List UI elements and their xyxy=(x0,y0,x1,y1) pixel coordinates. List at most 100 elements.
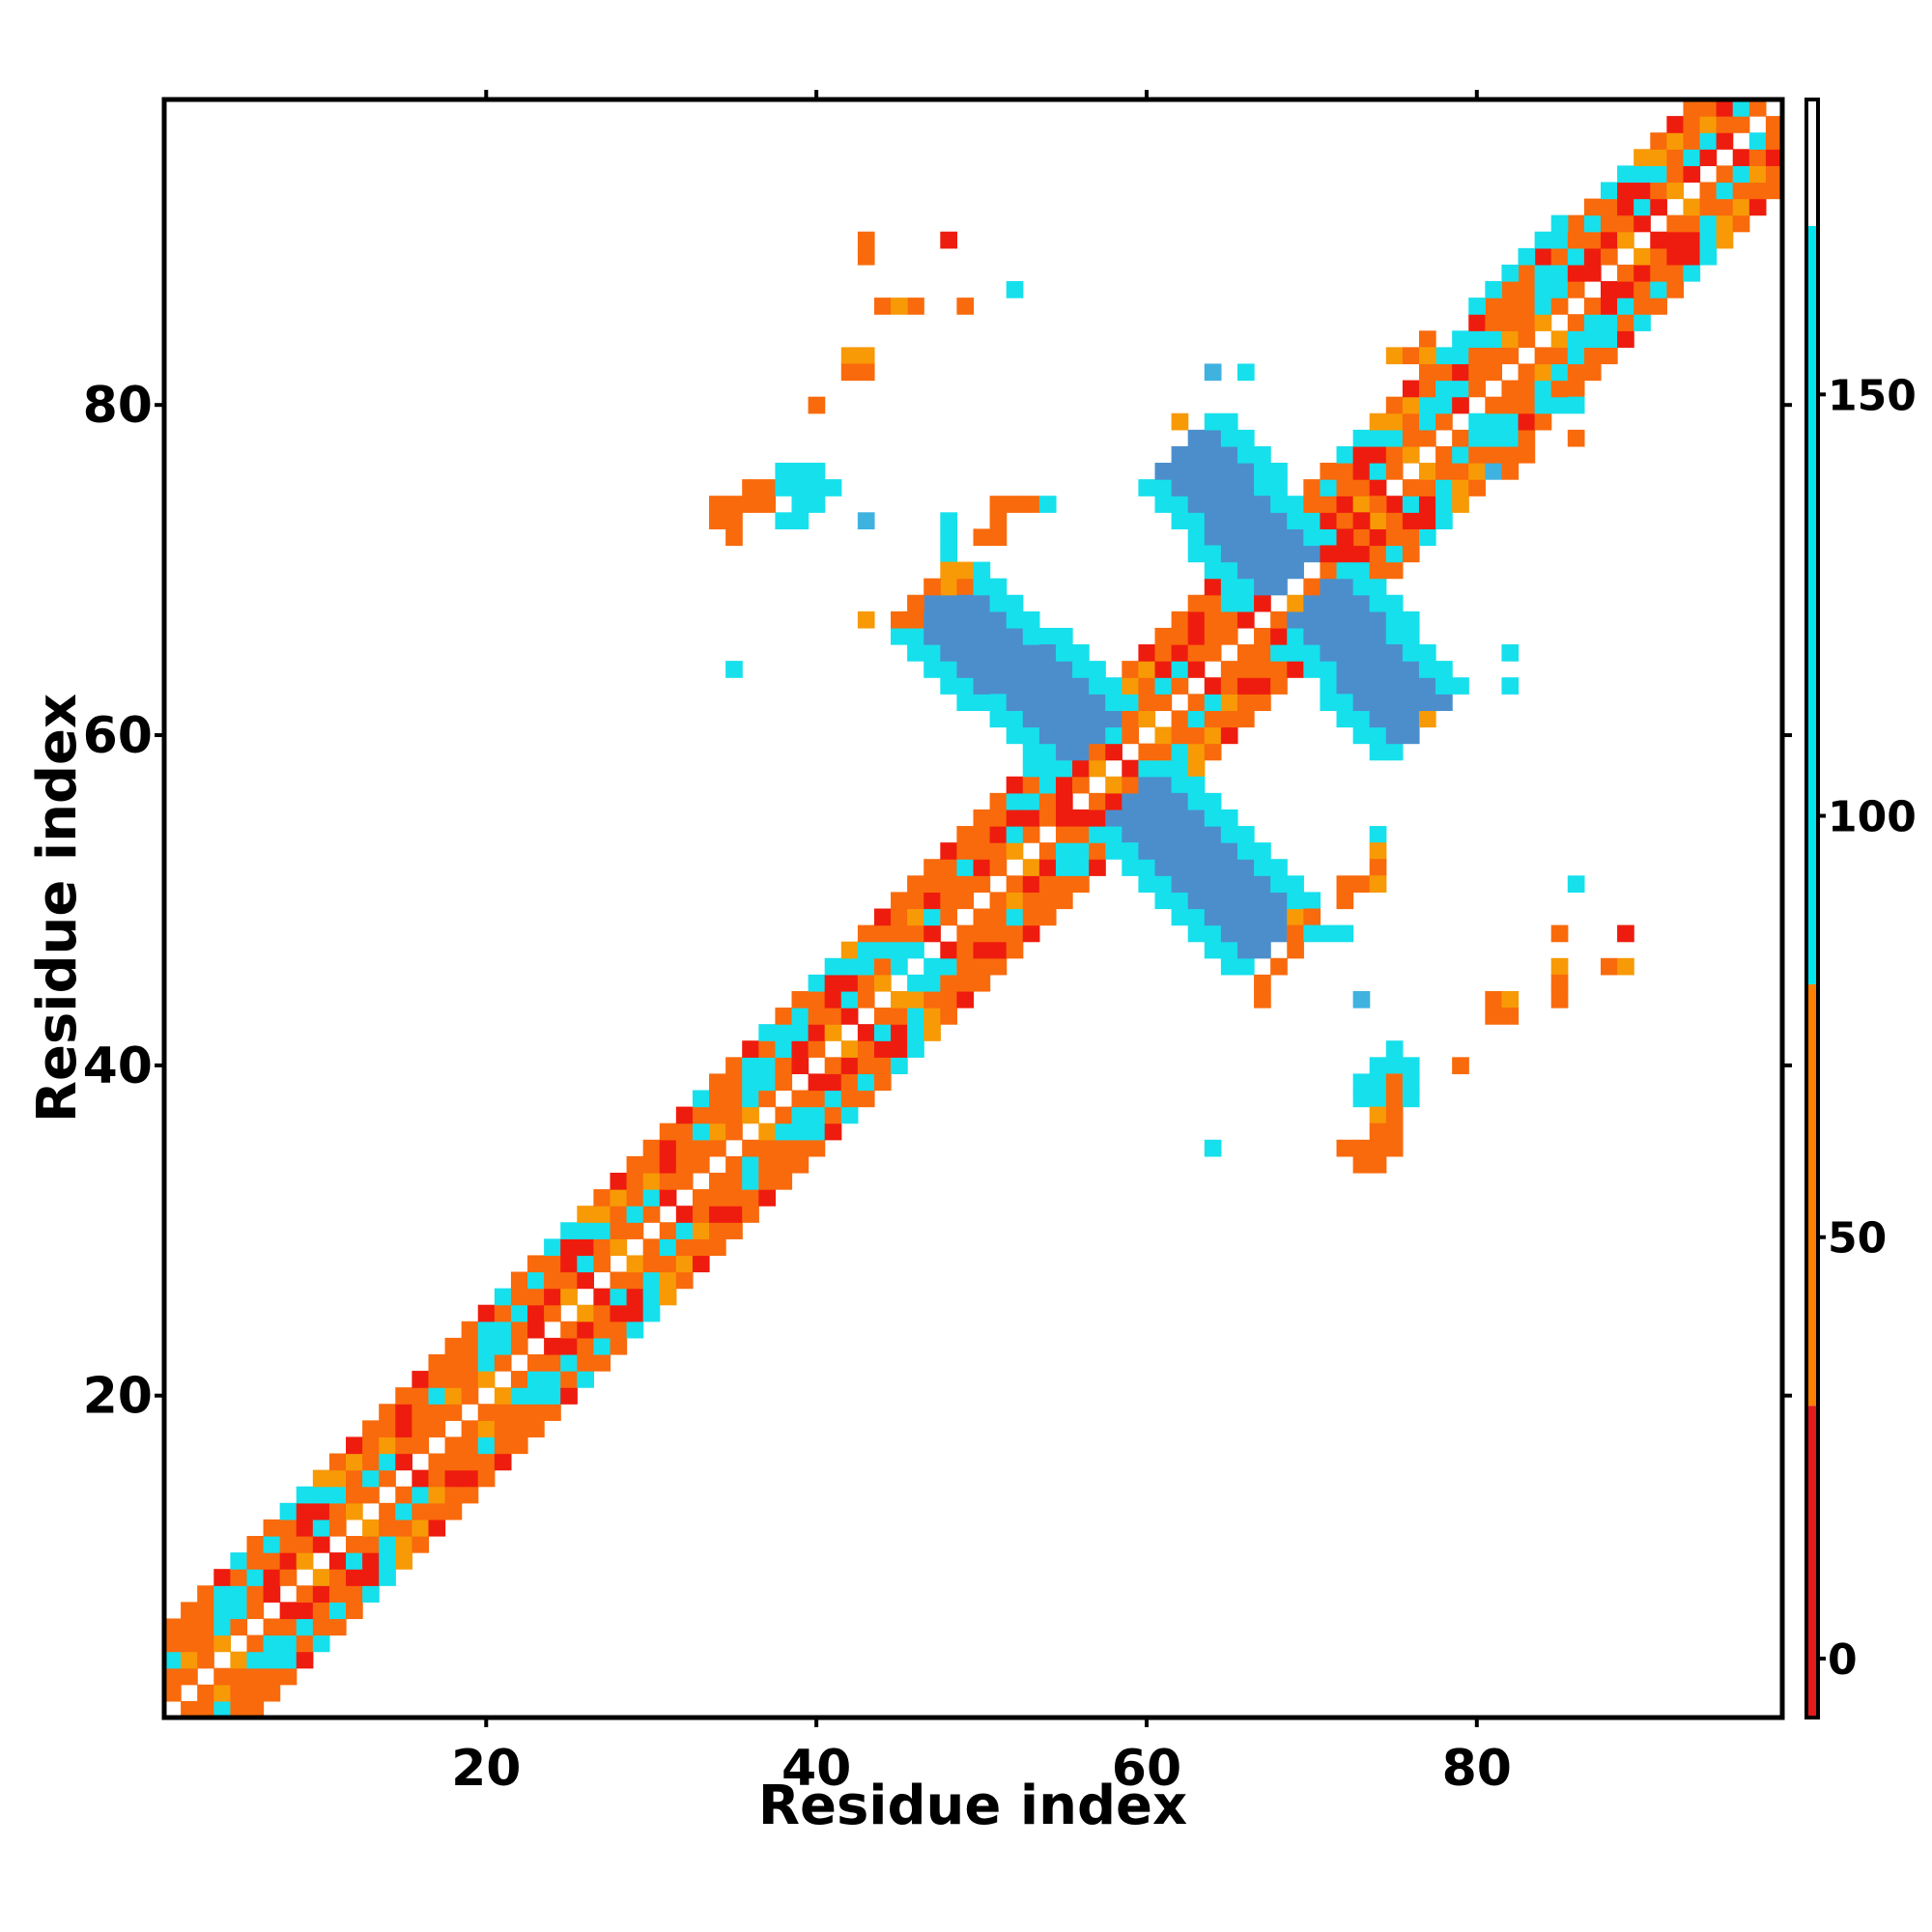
heatmap-cell xyxy=(1320,677,1338,695)
heatmap-cell xyxy=(1254,578,1271,596)
heatmap-cell xyxy=(1122,710,1140,728)
heatmap-cell xyxy=(1022,859,1040,876)
heatmap-cell xyxy=(1435,661,1453,678)
heatmap-cell xyxy=(593,1255,611,1273)
heatmap-cell xyxy=(362,1420,380,1438)
heatmap-cell xyxy=(1204,545,1222,563)
heatmap-cell xyxy=(626,1155,644,1174)
heatmap-cell xyxy=(1402,611,1420,629)
heatmap-cell xyxy=(675,1122,694,1141)
heatmap-cell xyxy=(1154,809,1173,827)
heatmap-cell xyxy=(1567,429,1585,447)
heatmap-cell xyxy=(1154,859,1173,876)
heatmap-cell xyxy=(907,1008,924,1025)
heatmap-cell xyxy=(164,1667,182,1686)
heatmap-cell xyxy=(1072,809,1090,827)
heatmap-cell xyxy=(1254,661,1271,678)
heatmap-cell xyxy=(1287,644,1304,662)
heatmap-cell xyxy=(1171,809,1189,827)
heatmap-cell xyxy=(824,1106,842,1124)
heatmap-cell xyxy=(1204,826,1222,843)
heatmap-cell xyxy=(1352,1155,1371,1174)
heatmap-cell xyxy=(1716,182,1734,200)
heatmap-cell xyxy=(279,1552,298,1570)
heatmap-cell xyxy=(1748,182,1767,200)
heatmap-cell xyxy=(213,1602,231,1620)
heatmap-cell xyxy=(940,1008,958,1025)
heatmap-cell xyxy=(1089,694,1106,711)
heatmap-cell xyxy=(1006,776,1024,794)
heatmap-cell xyxy=(940,974,958,992)
heatmap-cell xyxy=(940,842,958,860)
heatmap-cell xyxy=(263,1667,281,1686)
heatmap-cell xyxy=(1435,496,1453,513)
heatmap-cell xyxy=(1716,99,1734,117)
heatmap-cell xyxy=(1666,182,1685,200)
heatmap-cell xyxy=(1138,661,1156,678)
heatmap-cell xyxy=(1583,314,1602,331)
heatmap-cell xyxy=(1204,809,1222,827)
heatmap-cell xyxy=(791,1008,810,1025)
heatmap-cell xyxy=(1187,594,1206,612)
heatmap-cell xyxy=(610,1288,628,1306)
heatmap-cell xyxy=(956,957,975,976)
heatmap-cell xyxy=(1534,314,1552,331)
heatmap-cell xyxy=(1418,347,1436,365)
heatmap-cell xyxy=(1236,710,1255,728)
heatmap-cell xyxy=(775,1139,793,1157)
heatmap-cell xyxy=(1055,759,1073,778)
heatmap-cell xyxy=(1006,661,1024,678)
heatmap-cell xyxy=(1418,512,1436,529)
heatmap-cell xyxy=(1550,347,1569,365)
heatmap-cell xyxy=(1550,264,1569,282)
colorbar-band xyxy=(1806,1406,1818,1718)
heatmap-cell xyxy=(824,1008,842,1025)
heatmap-cell xyxy=(1006,496,1024,513)
heatmap-cell xyxy=(873,1040,892,1058)
heatmap-cell xyxy=(775,463,793,480)
heatmap-cell xyxy=(1385,743,1404,761)
heatmap-cell xyxy=(577,1337,594,1355)
heatmap-cell xyxy=(956,644,975,662)
heatmap-cell xyxy=(1022,809,1040,827)
heatmap-cell xyxy=(477,1321,496,1339)
heatmap-cell xyxy=(312,1602,330,1620)
heatmap-cell xyxy=(577,1255,594,1273)
heatmap-cell xyxy=(989,528,1008,547)
heatmap-cell xyxy=(510,1371,528,1388)
heatmap-cell xyxy=(659,1238,677,1257)
heatmap-cell xyxy=(1254,694,1271,711)
heatmap-cell xyxy=(1303,644,1321,662)
heatmap-cell xyxy=(907,875,924,894)
heatmap-cell xyxy=(973,578,991,596)
heatmap-cell xyxy=(213,1618,231,1636)
heatmap-cell xyxy=(494,1321,512,1339)
heatmap-cell xyxy=(1254,479,1271,497)
heatmap-cell xyxy=(1006,677,1024,695)
heatmap-cell xyxy=(675,1206,694,1223)
heatmap-cell xyxy=(857,1040,875,1058)
heatmap-cell xyxy=(1236,561,1255,580)
heatmap-cell xyxy=(1270,496,1288,513)
heatmap-cell xyxy=(213,1585,231,1603)
heatmap-cell xyxy=(642,1139,661,1157)
heatmap-cell xyxy=(1303,594,1321,612)
heatmap-cell xyxy=(1534,396,1552,414)
heatmap-cell xyxy=(346,1569,363,1586)
heatmap-cell xyxy=(973,627,991,645)
heatmap-cell xyxy=(1022,644,1040,662)
heatmap-cell xyxy=(1187,512,1206,529)
heatmap-cell xyxy=(230,1684,248,1702)
heatmap-cell xyxy=(907,627,924,645)
heatmap-cell xyxy=(758,1155,776,1174)
heatmap-cell xyxy=(246,1535,265,1553)
heatmap-cell xyxy=(840,957,859,976)
heatmap-cell xyxy=(461,1469,479,1488)
heatmap-cell xyxy=(1138,677,1156,695)
heatmap-cell xyxy=(626,1222,644,1239)
heatmap-cell xyxy=(709,1122,726,1141)
heatmap-cell xyxy=(1583,330,1602,348)
heatmap-cell xyxy=(1567,347,1585,365)
heatmap-cell xyxy=(857,990,875,1009)
heatmap-cell xyxy=(1204,363,1222,382)
